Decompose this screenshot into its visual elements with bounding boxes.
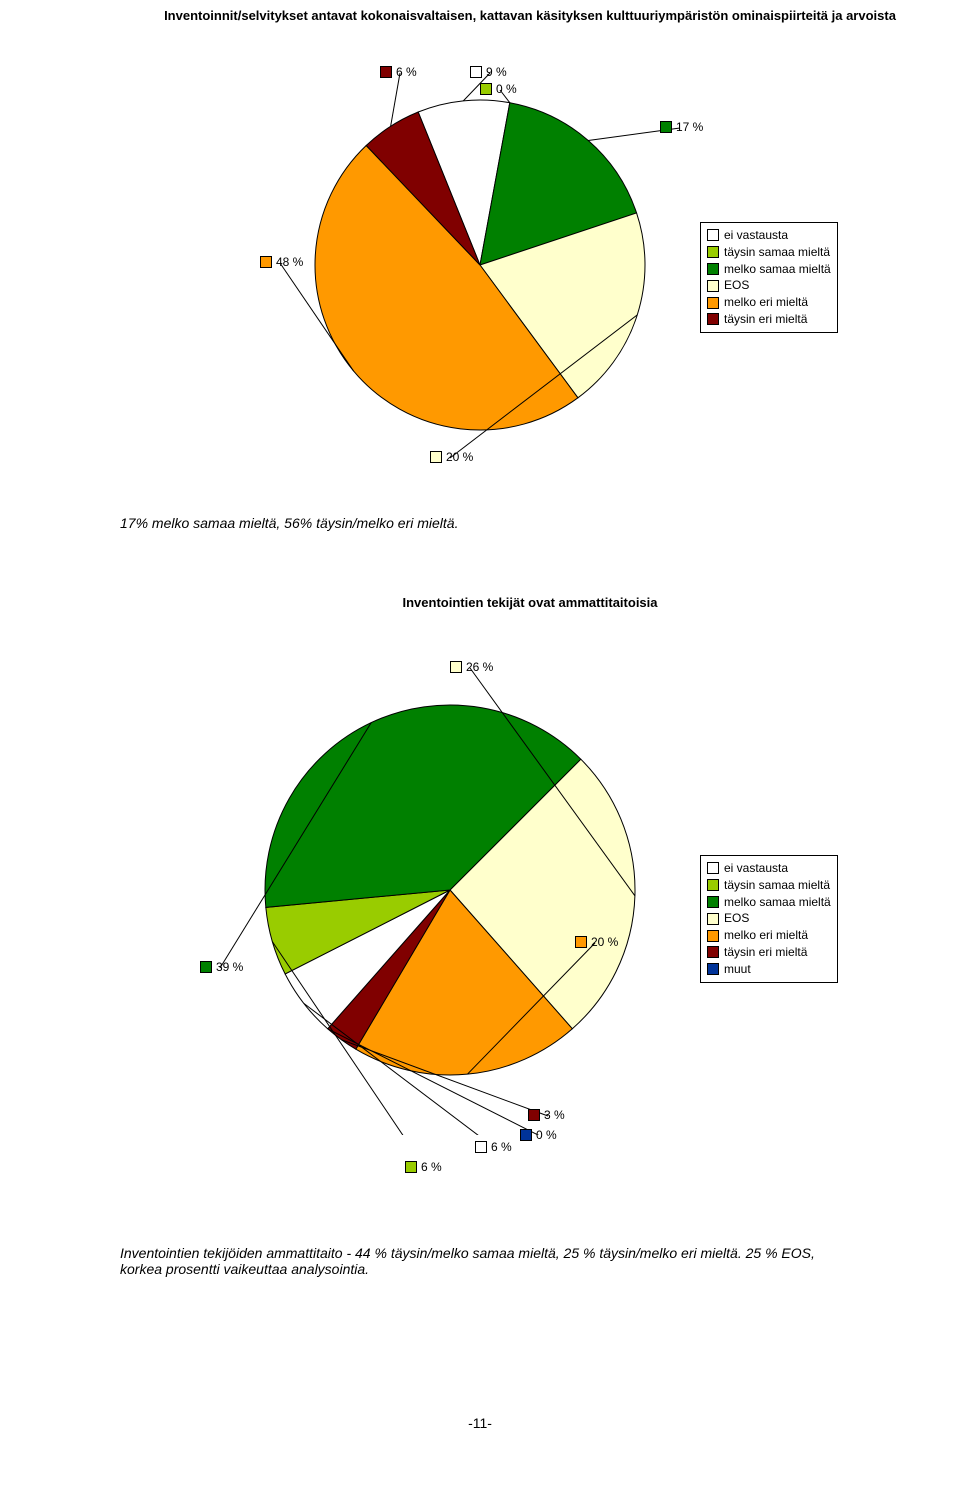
chart2-legend-row-6: muut — [707, 961, 831, 978]
chart2-callout-swatch-6 — [200, 961, 212, 973]
chart2-callout-label-1: 20 % — [591, 935, 618, 949]
chart2-callout-2: 3 % — [528, 1108, 565, 1122]
chart2-legend-row-0: ei vastausta — [707, 860, 831, 877]
chart2-legend-row-2: melko samaa mieltä — [707, 894, 831, 911]
chart2-callout-swatch-3 — [520, 1129, 532, 1141]
caption2: Inventointien tekijöiden ammattitaito - … — [120, 1245, 860, 1277]
chart2-legend-swatch-4 — [707, 930, 719, 942]
chart2-callout-swatch-1 — [575, 936, 587, 948]
chart2-callout-swatch-2 — [528, 1109, 540, 1121]
chart2-legend-row-1: täysin samaa mieltä — [707, 877, 831, 894]
chart2-callout-swatch-0 — [450, 661, 462, 673]
chart2-legend-swatch-2 — [707, 896, 719, 908]
chart2-legend-label-5: täysin eri mieltä — [724, 944, 807, 961]
chart2-legend-swatch-5 — [707, 946, 719, 958]
chart2-callout-swatch-4 — [475, 1141, 487, 1153]
chart2-callout-0: 26 % — [450, 660, 493, 674]
chart2-legend-label-2: melko samaa mieltä — [724, 894, 831, 911]
chart2-callout-label-6: 39 % — [216, 960, 243, 974]
chart2-callout-label-5: 6 % — [421, 1160, 442, 1174]
chart2-callout-1: 20 % — [575, 935, 618, 949]
chart2-legend-label-1: täysin samaa mieltä — [724, 877, 830, 894]
chart2-legend-swatch-3 — [707, 913, 719, 925]
chart2-callout-label-2: 3 % — [544, 1108, 565, 1122]
chart2-callout-label-0: 26 % — [466, 660, 493, 674]
chart2-legend-swatch-1 — [707, 879, 719, 891]
chart2-legend-swatch-6 — [707, 963, 719, 975]
chart2-callout-swatch-5 — [405, 1161, 417, 1173]
chart2-callout-5: 6 % — [405, 1160, 442, 1174]
chart2-legend-label-4: melko eri mieltä — [724, 927, 808, 944]
chart2-legend-label-0: ei vastausta — [724, 860, 788, 877]
chart2-callout-label-3: 0 % — [536, 1128, 557, 1142]
chart2-legend: ei vastaustatäysin samaa mieltämelko sam… — [700, 855, 838, 983]
chart2-callout-4: 6 % — [475, 1140, 512, 1154]
chart2-legend-label-3: EOS — [724, 910, 749, 927]
chart2-legend-label-6: muut — [724, 961, 751, 978]
chart2-legend-row-3: EOS — [707, 910, 831, 927]
chart2-callout-label-4: 6 % — [491, 1140, 512, 1154]
chart2-legend-swatch-0 — [707, 862, 719, 874]
page-number: -11- — [0, 1415, 960, 1431]
chart2-legend-row-4: melko eri mieltä — [707, 927, 831, 944]
chart2-callout-3: 0 % — [520, 1128, 557, 1142]
chart2-legend-row-5: täysin eri mieltä — [707, 944, 831, 961]
chart2-callout-6: 39 % — [200, 960, 243, 974]
